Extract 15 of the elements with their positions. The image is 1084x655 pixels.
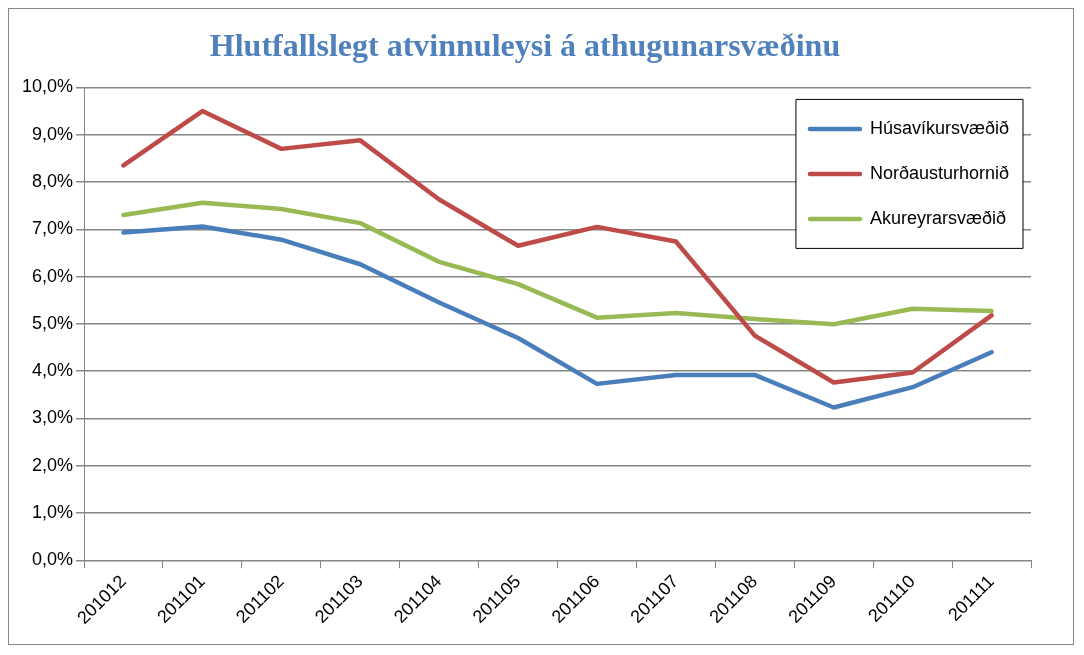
chart-title: Hlutfallslegt atvinnuleysi á athugunarsvæðinu — [209, 27, 841, 64]
legend-label: Norðausturhornið — [869, 162, 1009, 183]
y-tick-label: 10,0% — [21, 76, 74, 97]
y-tick-label: 6,0% — [32, 265, 74, 286]
y-tick-label: 3,0% — [32, 407, 74, 428]
legend-label: Akureyrarsvæðið — [869, 207, 1006, 228]
y-tick-label: 5,0% — [32, 312, 74, 333]
y-tick-label: 7,0% — [32, 218, 74, 239]
legend-label: Húsavíkursvæðið — [869, 117, 1009, 138]
y-tick-label: 4,0% — [32, 360, 74, 381]
y-tick-label: 9,0% — [32, 123, 74, 144]
y-tick-label: 1,0% — [32, 501, 74, 522]
y-tick-label: 2,0% — [32, 454, 74, 475]
y-tick-label: 0,0% — [32, 549, 74, 570]
y-tick-label: 8,0% — [32, 170, 74, 191]
